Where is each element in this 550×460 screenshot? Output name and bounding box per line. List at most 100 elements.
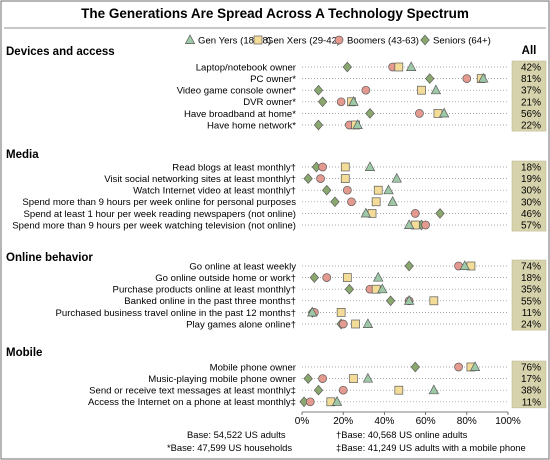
data-row: Spend at least 1 hour per week reading n…	[23, 207, 541, 220]
point-square	[342, 273, 352, 282]
data-row: Visit social networking sites at least m…	[104, 172, 541, 185]
point-circle	[316, 174, 325, 183]
point-diamond	[313, 384, 324, 396]
point-diamond	[385, 295, 396, 307]
row-label: DVR owner*	[243, 97, 296, 108]
all-value: 30%	[521, 186, 541, 197]
data-row: Watch Internet video at least monthly† 30…	[133, 184, 541, 197]
all-value: 17%	[521, 374, 541, 385]
all-value: 22%	[521, 121, 541, 132]
point-circle	[338, 319, 348, 329]
footnote: *Base: 47,599 US households	[167, 442, 292, 453]
all-value: 11%	[522, 308, 541, 319]
all-value: 24%	[521, 320, 541, 331]
point-triangle	[307, 306, 318, 317]
row-label: Spend more than 9 hours per week watchin…	[12, 220, 296, 231]
legend-marker-circle	[334, 35, 344, 45]
row-label: Have home network*	[207, 120, 296, 131]
point-triangle	[383, 184, 394, 195]
point-triangle	[360, 207, 372, 218]
point-diamond	[322, 184, 332, 196]
point-triangle	[362, 318, 374, 328]
point-circle	[318, 374, 327, 383]
point-triangle	[428, 384, 440, 395]
point-triangle	[387, 196, 398, 206]
row-label: Spend more than 9 hours per week online …	[22, 197, 296, 208]
point-square	[340, 162, 350, 172]
row-label: Banked online in the past three months†	[124, 296, 296, 307]
all-column-box	[511, 60, 547, 132]
footnote: †Base: 40,568 US online adults	[336, 429, 468, 440]
point-circle	[361, 85, 371, 95]
legend-marker-diamond	[420, 34, 430, 46]
all-value: 55%	[521, 296, 541, 307]
row-label: Go online at least weekly	[189, 261, 296, 272]
point-circle	[347, 197, 356, 207]
point-diamond	[309, 272, 320, 283]
plot-rows: Devices and access Laptop/notebook owner 4…	[6, 46, 547, 408]
point-triangle	[403, 219, 415, 229]
all-value: 57%	[521, 221, 541, 232]
all-value: 30%	[521, 197, 541, 208]
all-value: 76%	[521, 363, 541, 374]
point-circle	[454, 362, 463, 372]
data-row: Have broadband at home* 56%	[184, 107, 541, 120]
all-value: 42%	[521, 63, 541, 74]
row-label: Have broadband at home*	[184, 109, 296, 120]
data-row: Play games alone online† 24%	[186, 318, 541, 331]
footnote: ‡Base: 41,249 US adults with a mobile ph…	[336, 442, 526, 453]
footnote: Base: 54,522 US adults	[187, 429, 286, 440]
point-triangle	[364, 161, 376, 171]
x-axis: 0% 20% 40% 60% 80% 100%	[295, 411, 521, 427]
data-row: Have home network* 22%	[207, 119, 541, 132]
legend-label: Gen Xers (29-42)	[266, 36, 340, 47]
point-circle	[336, 97, 346, 107]
point-triangle	[348, 96, 359, 106]
row-label: Send or receive text messages at least m…	[89, 386, 296, 397]
row-label: Music-playing mobile phone owner	[148, 374, 297, 385]
point-square	[394, 385, 404, 395]
point-diamond	[303, 173, 313, 184]
row-label: Visit social networking sites at least m…	[104, 174, 296, 185]
point-diamond	[435, 208, 445, 219]
x-tick-label: 0%	[295, 416, 310, 427]
data-row: Go online at least weekly 74%	[189, 260, 541, 273]
section-title: Media	[6, 149, 39, 161]
point-triangle	[362, 372, 374, 383]
point-circle	[415, 109, 424, 118]
point-diamond	[344, 283, 355, 295]
data-row: Video game console owner* 37%	[177, 84, 541, 97]
point-square	[351, 319, 360, 329]
data-row: Spend more than 9 hours per week online …	[22, 196, 541, 208]
point-diamond	[342, 61, 352, 73]
point-triangle	[459, 260, 470, 270]
all-value: 18%	[521, 163, 541, 174]
point-diamond	[313, 84, 324, 96]
point-diamond	[330, 196, 340, 208]
x-tick-label: 80%	[457, 416, 477, 427]
row-label: Access the Internet on a phone at least …	[88, 397, 296, 408]
all-column-box	[511, 160, 547, 232]
point-triangle	[403, 295, 415, 305]
point-square	[340, 174, 350, 183]
footnotes: Base: 54,522 US adults †Base: 40,568 US o…	[167, 429, 526, 453]
chart-title: The Generations Are Spread Across A Tech…	[81, 6, 469, 21]
all-value: 37%	[521, 86, 541, 97]
row-label: Go online outside home or work†	[155, 273, 296, 284]
all-column-box	[511, 259, 547, 331]
point-diamond	[410, 361, 420, 373]
all-value: 38%	[521, 386, 541, 397]
point-diamond	[425, 73, 435, 84]
point-circle	[318, 162, 327, 172]
data-row: Purchase products online at least monthl…	[113, 283, 541, 296]
legend-marker-triangle	[184, 34, 196, 44]
legend: Gen Yers (18-28)Gen Xers (29-42) Boomers …	[184, 34, 491, 47]
x-tick-label: 20%	[333, 416, 353, 427]
all-value: 56%	[521, 109, 541, 120]
point-triangle	[391, 172, 402, 183]
x-tick-label: 60%	[416, 416, 436, 427]
data-row: Laptop/notebook owner 42%	[196, 61, 541, 74]
point-triangle	[430, 84, 442, 95]
point-square	[417, 85, 426, 95]
